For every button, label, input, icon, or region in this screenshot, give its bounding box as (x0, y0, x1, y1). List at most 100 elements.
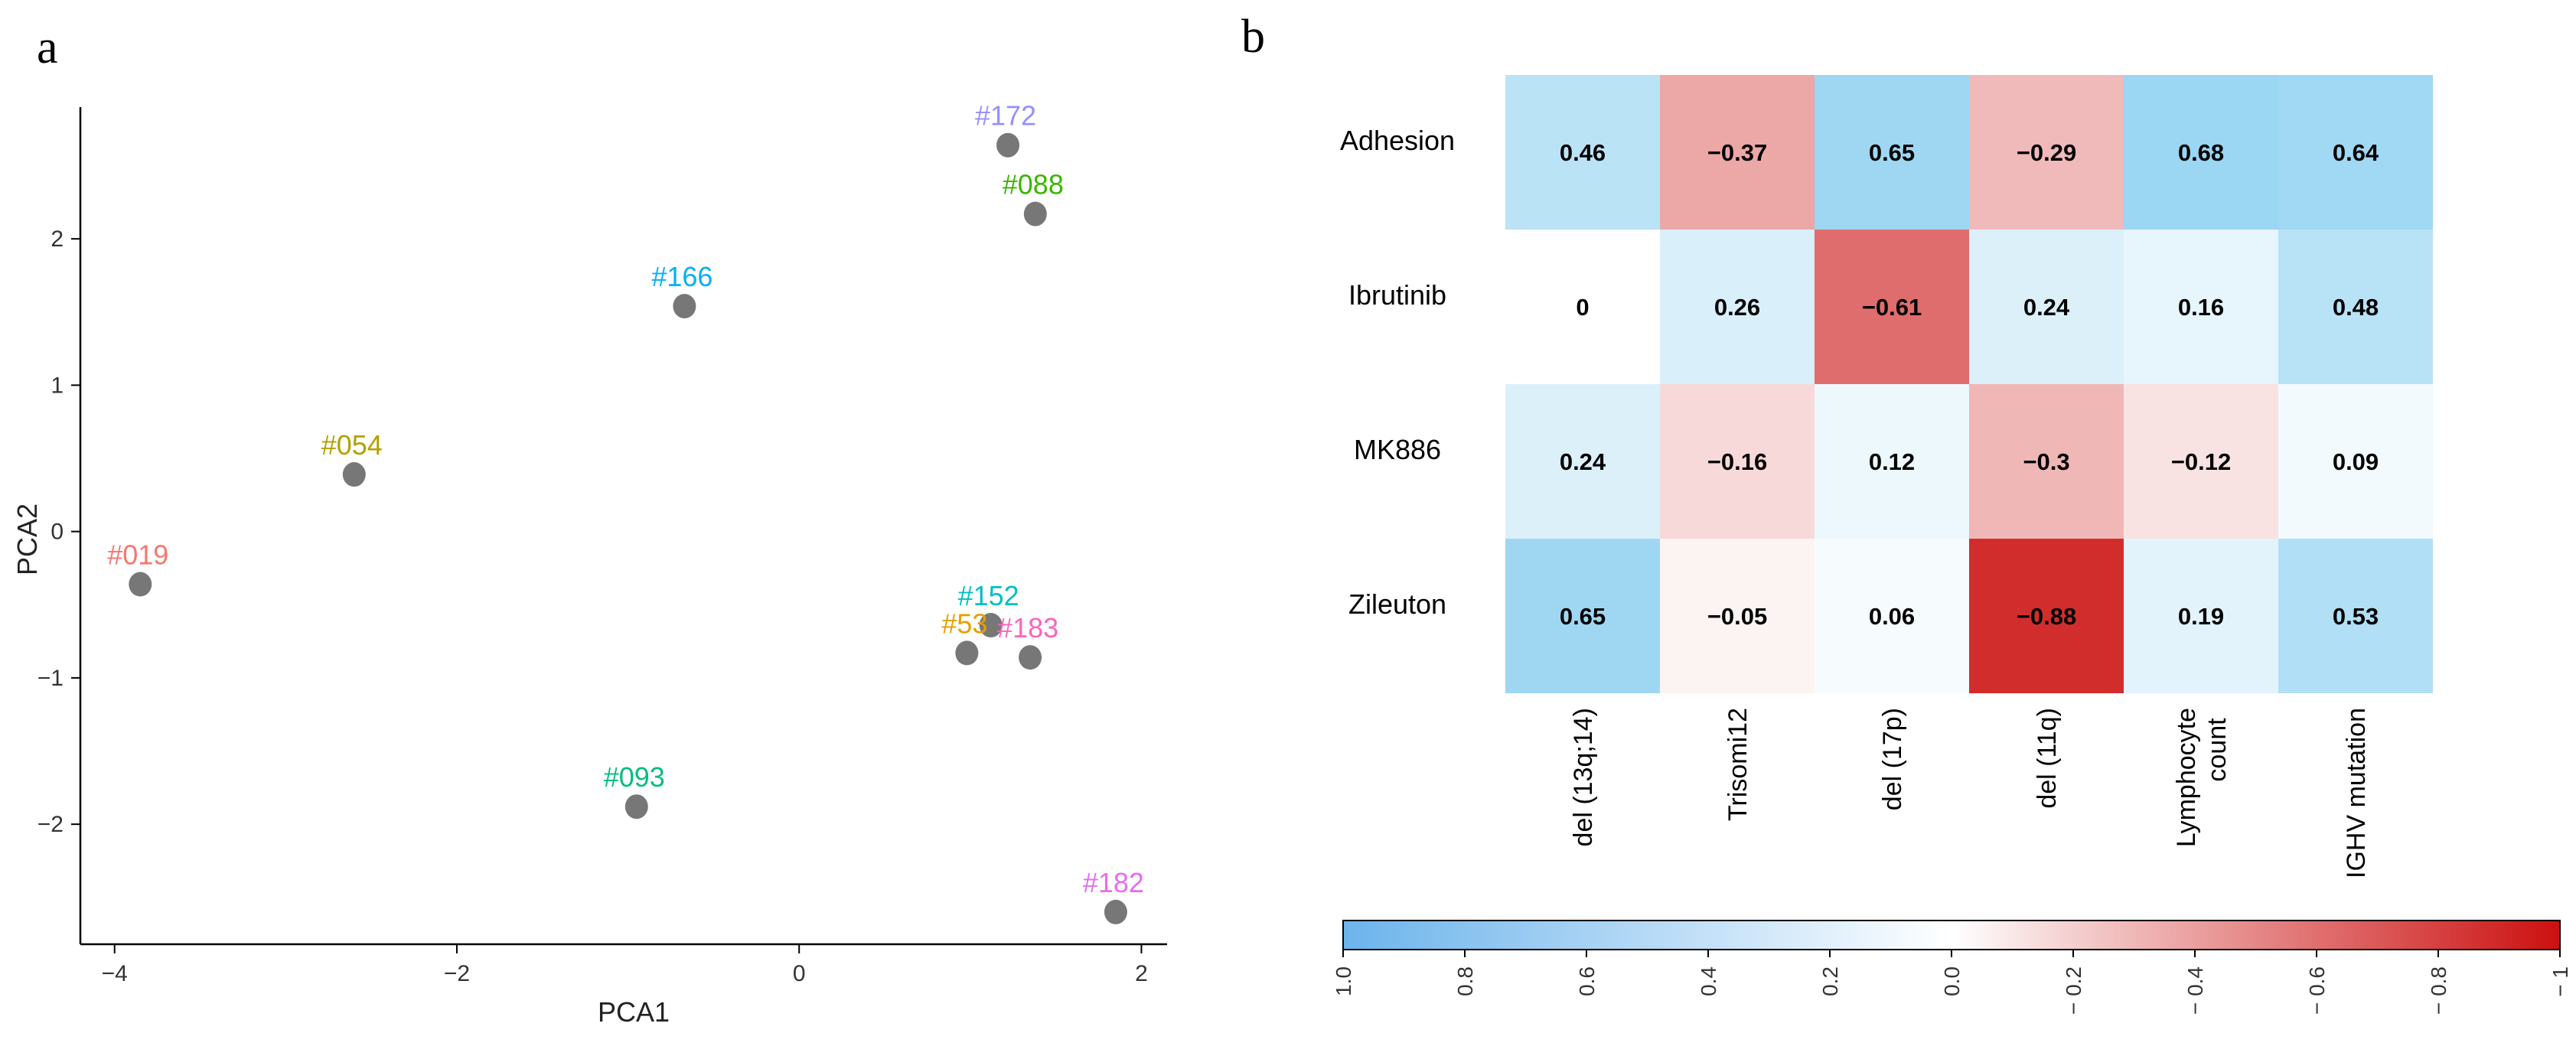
colorbar-tick-label: 0.6 (1575, 966, 1599, 996)
column-label-line: Lymphocyte (2172, 708, 2201, 847)
heatmap-cell (1505, 75, 1660, 230)
column-label: del (11q) (2033, 708, 2062, 809)
column-label-line: del (13q;14) (1569, 708, 1598, 846)
column-label-line: del (17p) (1878, 708, 1907, 810)
heatmap-cell (1660, 384, 1815, 539)
heatmap-cell (2124, 230, 2278, 384)
x-tick-label: −2 (444, 961, 470, 986)
colorbar-tick-label: − 1 (2548, 966, 2572, 997)
y-tick-label: 2 (51, 226, 64, 252)
point-label: #054 (321, 429, 383, 461)
x-tick-label: −4 (102, 961, 128, 986)
y-tick-label: 0 (51, 520, 64, 545)
y-axis-title: PCA2 (11, 503, 43, 575)
column-label: del (17p) (1878, 708, 1907, 810)
colorbar-tick-label: 0.4 (1697, 966, 1720, 996)
cell-value-label: −0.16 (1707, 448, 1767, 475)
heatmap-cell (2278, 230, 2433, 384)
cell-value-label: 0 (1576, 294, 1589, 321)
panel-letter-b: b (1241, 11, 1265, 63)
heatmap-cell (1815, 539, 1969, 693)
cell-value-label: −0.05 (1707, 603, 1767, 630)
colorbar-tick-label: 1.0 (1332, 966, 1355, 996)
point-label: #152 (958, 580, 1019, 611)
point-label: #166 (651, 261, 712, 292)
heatmap-cell (2124, 539, 2278, 693)
scatter-point (1104, 899, 1127, 924)
y-tick-label: −1 (37, 666, 64, 691)
column-label-line: count (2203, 718, 2232, 782)
cell-value-label: 0.06 (1869, 603, 1915, 630)
cell-value-label: −0.3 (2023, 448, 2069, 475)
column-label: Trisomi12 (1723, 708, 1753, 821)
cell-value-label: 0.16 (2178, 294, 2224, 321)
x-tick-label: 2 (1135, 961, 1148, 986)
x-tick-label: 0 (793, 961, 806, 986)
cell-value-label: 0.64 (2333, 139, 2379, 166)
cell-value-label: −0.37 (1707, 139, 1767, 166)
cell-value-label: 0.65 (1869, 139, 1915, 166)
panel-letter-a: a (37, 21, 58, 73)
y-tick-label: 1 (51, 373, 64, 398)
cell-value-label: −0.88 (2017, 603, 2076, 630)
cell-value-label: 0.24 (2023, 294, 2070, 321)
scatter-point (129, 572, 152, 597)
panel-b-heatmap: b 0.46 −0.37 0.65 −0.29 0.68 0.64 0 0.26 −0.61 0.… (1241, 11, 2572, 1015)
heatmap-cell (1505, 384, 1660, 539)
heatmap-cell (2124, 75, 2278, 230)
scatter-point (1023, 201, 1047, 226)
heatmap-cell (1505, 539, 1660, 693)
column-label: Lymphocytecount (2172, 708, 2232, 847)
cell-value-label: 0.26 (1714, 294, 1760, 321)
row-label: Ibrutinib (1348, 279, 1446, 311)
point-label: #019 (107, 539, 168, 571)
cell-value-label: −0.29 (2017, 139, 2076, 166)
colorbar-tick-label: − 0.4 (2183, 966, 2207, 1015)
row-label: MK886 (1354, 434, 1441, 465)
cell-value-label: 0.24 (1560, 448, 1606, 475)
cell-value-label: −0.12 (2171, 448, 2231, 475)
cell-value-label: 0.12 (1869, 448, 1915, 475)
panel-a-scatter: a −4 −2 0 2 −2 −1 0 1 2 #019 #054 #166 #093 #172 #088… (11, 21, 1167, 1028)
heatmap-cell (1660, 75, 1815, 230)
colorbar-tick-label: − 0.6 (2305, 966, 2329, 1015)
heatmap-cell (1969, 539, 2124, 693)
scatter-point (955, 640, 979, 666)
colorbar (1342, 920, 2561, 950)
row-label: Adhesion (1340, 125, 1455, 156)
point-label: #183 (997, 612, 1058, 644)
heatmap-cell (1969, 230, 2124, 384)
cell-value-label: 0.19 (2178, 603, 2224, 630)
scatter-point (624, 794, 648, 820)
scatter-point (979, 613, 1003, 638)
heatmap-cell (1815, 230, 1969, 384)
point-label: #088 (1003, 169, 1064, 200)
x-axis-title: PCA1 (598, 996, 670, 1028)
column-label: del (13q;14) (1569, 708, 1598, 846)
cell-value-label: −0.61 (1862, 294, 1922, 321)
heatmap-cell (1660, 539, 1815, 693)
row-label: Zileuton (1348, 588, 1446, 620)
point-label: #182 (1083, 867, 1144, 898)
y-tick-label: −2 (37, 812, 64, 837)
heatmap-cell (1505, 230, 1660, 384)
scatter-point (342, 462, 366, 487)
heatmap-cell (1815, 384, 1969, 539)
cell-value-label: 0.46 (1560, 139, 1606, 166)
colorbar-tick-label: − 0.8 (2427, 966, 2450, 1015)
cell-value-label: 0.48 (2333, 294, 2379, 321)
column-label-line: del (11q) (2033, 708, 2062, 809)
point-label: #53 (941, 608, 987, 639)
column-label-line: Trisomi12 (1723, 708, 1753, 821)
colorbar-tick-label: 0.8 (1453, 966, 1477, 996)
scatter-point (1019, 645, 1042, 670)
heatmap-cell (1660, 230, 1815, 384)
column-label: IGHV mutation (2342, 708, 2371, 878)
colorbar-tick-label: − 0.2 (2062, 966, 2085, 1015)
heatmap-cell (2278, 75, 2433, 230)
cell-value-label: 0.09 (2333, 448, 2379, 475)
cell-value-label: 0.68 (2178, 139, 2224, 166)
heatmap-cell (1815, 75, 1969, 230)
column-label-line: IGHV mutation (2342, 708, 2371, 878)
